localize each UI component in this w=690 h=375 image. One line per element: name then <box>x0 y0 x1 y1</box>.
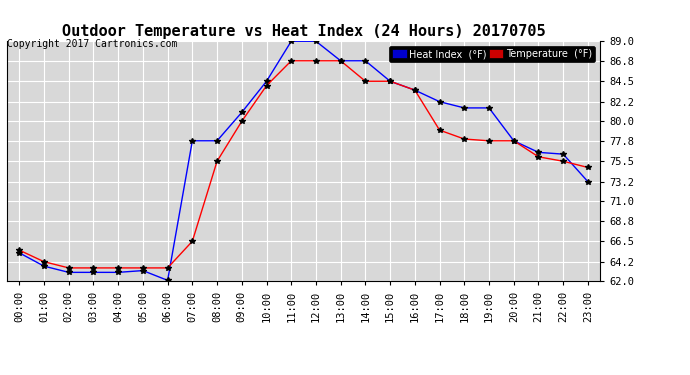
Legend: Heat Index  (°F), Temperature  (°F): Heat Index (°F), Temperature (°F) <box>389 46 595 62</box>
Title: Outdoor Temperature vs Heat Index (24 Hours) 20170705: Outdoor Temperature vs Heat Index (24 Ho… <box>62 24 545 39</box>
Text: Copyright 2017 Cartronics.com: Copyright 2017 Cartronics.com <box>7 39 177 50</box>
